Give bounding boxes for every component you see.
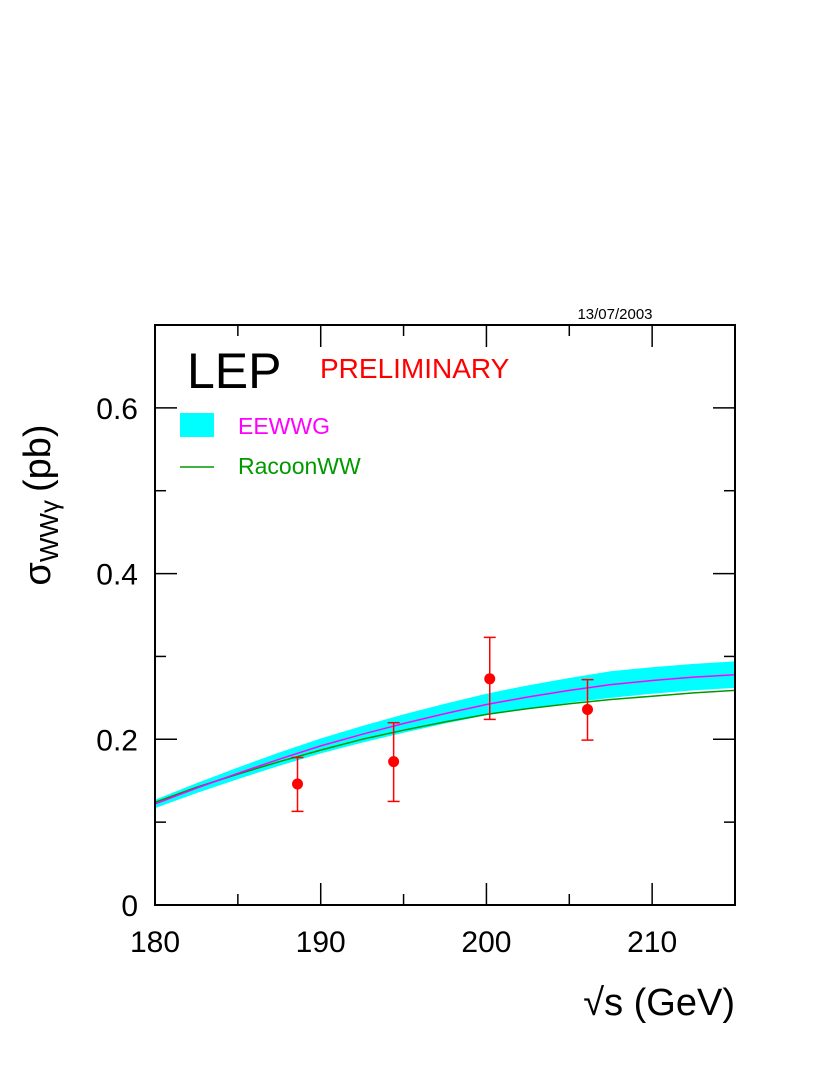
plot-frame	[154, 324, 736, 906]
legend-racoonww-label: RacoonWW	[238, 453, 361, 479]
y-axis-title-main: σ	[17, 562, 59, 585]
y-axis-title: σWWγ (pb)	[17, 424, 64, 585]
y-tick-label-0: 0	[121, 890, 138, 923]
x-tick-label-180: 180	[130, 926, 180, 959]
x-tick-label-190: 190	[296, 926, 346, 959]
y-tick-label-0.6: 0.6	[96, 393, 138, 426]
x-axis-title: √s (GeV)	[583, 982, 735, 1024]
y-tick-label-0.4: 0.4	[96, 559, 138, 592]
svg-text:σWWγ(pb): σWWγ (pb)	[17, 424, 64, 585]
legend-eewwg-swatch	[180, 413, 214, 437]
data-point-1	[292, 778, 304, 790]
legend-eewwg-label: EEWWG	[238, 413, 330, 439]
y-tick-label-0.2: 0.2	[96, 724, 138, 757]
experiment-label: LEP	[187, 343, 282, 399]
data-point-4	[582, 703, 594, 715]
plot-area	[154, 324, 736, 906]
eewwg-center-line	[154, 673, 736, 805]
y-axis-title-sub: WWγ	[34, 500, 64, 562]
data-point-2	[388, 756, 400, 768]
x-tick-label-210: 210	[627, 926, 677, 959]
eewwg-band	[155, 661, 735, 809]
date-stamp: 13/07/2003	[577, 306, 652, 323]
racoonww-line	[154, 689, 736, 804]
x-tick-label-200: 200	[461, 926, 511, 959]
data-point-3	[484, 673, 496, 685]
y-axis-title-unit: (pb)	[17, 424, 59, 492]
tick-labels: 180 190 200 210 0 0.2 0.4 0.6	[96, 393, 677, 959]
preliminary-label: PRELIMINARY	[320, 353, 510, 384]
